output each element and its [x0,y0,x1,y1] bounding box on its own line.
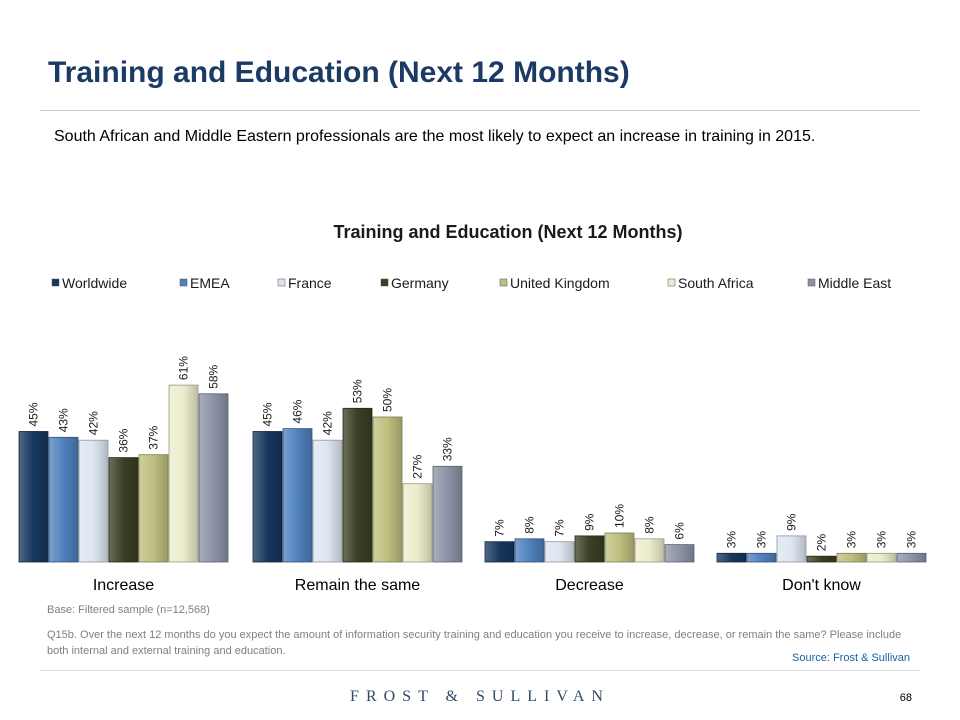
data-label: 42% [321,411,335,435]
bar [866,552,897,563]
legend-label: Germany [391,275,449,291]
category-labels: Increase Remain the same Decrease Don't kno… [93,577,861,594]
legend-swatch [499,278,508,287]
legend-label: Worldwide [62,275,127,291]
bar [402,483,433,563]
bar [138,454,169,563]
bar [282,428,313,563]
data-label: 8% [643,516,657,534]
bar [806,555,837,563]
category-label: Don't know [782,577,861,594]
bar [342,407,373,563]
data-label: 50% [381,388,395,412]
bar-chart: Training and Education (Next 12 Months) … [18,222,927,594]
bar [604,532,635,563]
legend-label: France [288,275,332,291]
bar [574,535,605,563]
data-label: 43% [57,408,71,432]
data-label: 36% [117,428,131,452]
data-label: 9% [583,513,597,531]
data-label: 9% [785,513,799,531]
bar [544,541,575,563]
bar [312,439,343,563]
legend-swatch [277,278,286,287]
data-label: 58% [207,364,221,388]
data-label: 2% [815,534,829,552]
data-label: 3% [725,531,739,549]
bar [168,384,199,563]
bar [198,393,229,563]
legend-swatch [807,278,816,287]
legend-label: Middle East [818,275,891,291]
chart-bars: 45% 43% 42% 36% 37% 61% 58% 45% 46% 42% 53% 50% 27% 3… [18,356,927,563]
category-label: Remain the same [295,577,420,594]
legend-swatch [380,278,389,287]
bar [432,465,463,563]
data-label: 8% [523,516,537,534]
data-label: 45% [261,402,275,426]
bar [48,436,79,563]
bar [78,439,109,563]
bar [836,552,867,563]
bar [776,535,807,563]
legend-swatch [51,278,60,287]
data-label: 37% [147,425,161,449]
bar [514,538,545,563]
frost-sullivan-logo: FROST & SULLIVAN [350,688,610,705]
data-label: 6% [673,522,687,540]
bar [18,431,49,563]
data-label: 3% [755,531,769,549]
legend-label: EMEA [190,275,230,291]
data-label: 10% [613,504,627,528]
data-label: 42% [87,411,101,435]
footer-divider [40,670,920,671]
bar [746,552,777,563]
chart-legend: Worldwide EMEA France Germany United Kingdom… [51,275,891,291]
data-label: 3% [845,531,859,549]
data-label: 46% [291,399,305,423]
bar [896,552,927,563]
page-title: Training and Education (Next 12 Months) [48,56,630,89]
category-label: Increase [93,577,154,594]
bar [716,552,747,563]
bar [108,457,139,563]
bar [484,541,515,563]
bar [634,538,665,563]
question-note: Q15b. Over the next 12 months do you exp… [47,629,902,657]
data-label: 7% [493,519,507,537]
bar [664,544,695,563]
chart-title: Training and Education (Next 12 Months) [333,222,682,242]
base-note: Base: Filtered sample (n=12,568) [47,604,210,616]
data-label: 45% [27,402,41,426]
data-label: 7% [553,519,567,537]
data-label: 53% [351,379,365,403]
page-number: 68 [899,692,912,704]
title-divider [40,110,920,111]
legend-swatch [667,278,676,287]
data-label: 27% [411,454,425,478]
bar [372,416,403,563]
page-subtitle: South African and Middle Eastern profess… [54,128,816,145]
data-label: 61% [177,356,191,380]
category-label: Decrease [555,577,624,594]
data-label: 3% [875,531,889,549]
source-note: Source: Frost & Sullivan [792,652,910,664]
bar [252,431,283,563]
data-label: 3% [905,531,919,549]
legend-label: United Kingdom [510,275,610,291]
data-label: 33% [441,437,455,461]
legend-swatch [179,278,188,287]
legend-label: South Africa [678,275,754,291]
